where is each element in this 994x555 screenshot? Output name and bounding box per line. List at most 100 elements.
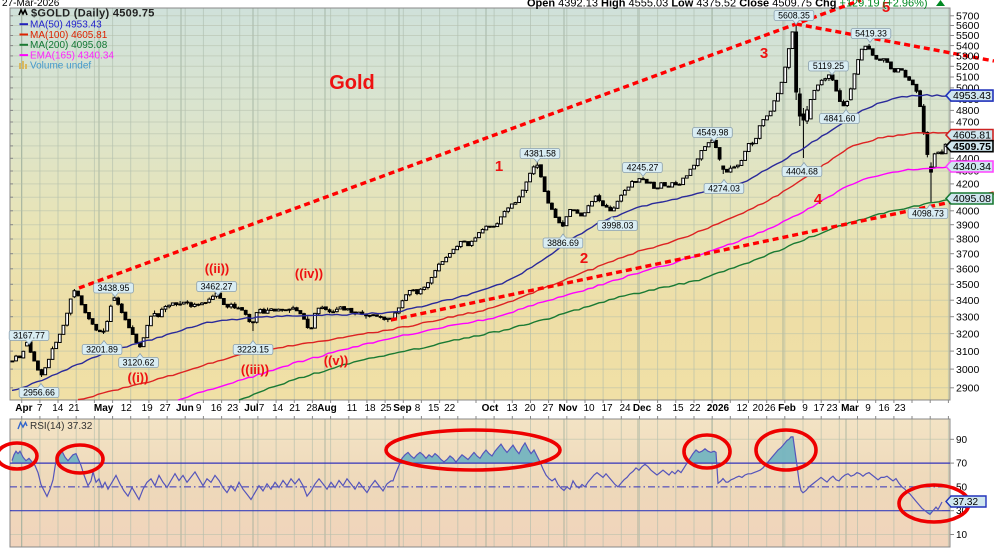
svg-text:22: 22: [689, 403, 701, 414]
svg-text:3000: 3000: [956, 364, 980, 376]
svg-text:Mar: Mar: [841, 403, 859, 414]
svg-text:4200: 4200: [956, 179, 980, 191]
svg-text:Oct: Oct: [482, 403, 499, 414]
svg-text:3998.03: 3998.03: [602, 220, 634, 230]
svg-text:14: 14: [272, 403, 284, 414]
svg-text:5119.25: 5119.25: [813, 61, 844, 71]
svg-text:17: 17: [601, 403, 613, 414]
svg-text:Nov: Nov: [559, 403, 578, 414]
svg-text:16: 16: [878, 403, 890, 414]
svg-text:70: 70: [956, 459, 968, 470]
svg-text:((v)): ((v)): [324, 353, 349, 368]
svg-text:4095.08: 4095.08: [953, 193, 991, 205]
svg-text:3400: 3400: [956, 295, 980, 307]
svg-text:((i)): ((i)): [128, 370, 149, 385]
svg-text:20: 20: [752, 403, 764, 414]
svg-text:3223.15: 3223.15: [237, 344, 269, 354]
svg-text:4381.58: 4381.58: [524, 148, 556, 158]
svg-text:Jul: Jul: [244, 403, 259, 414]
svg-text:23: 23: [227, 403, 239, 414]
svg-text:MA(100) 4605.81: MA(100) 4605.81: [30, 30, 108, 41]
svg-text:20: 20: [524, 403, 536, 414]
svg-text:4098.73: 4098.73: [912, 208, 944, 218]
svg-text:Gold: Gold: [329, 72, 375, 94]
svg-text:27: 27: [160, 403, 172, 414]
svg-text:4509.75: 4509.75: [953, 141, 991, 153]
svg-text:5400: 5400: [956, 40, 980, 52]
svg-text:12: 12: [121, 403, 133, 414]
svg-text:MA(200) 4095.08: MA(200) 4095.08: [30, 40, 108, 51]
svg-text:3438.95: 3438.95: [98, 283, 130, 293]
svg-text:2956.66: 2956.66: [23, 387, 55, 397]
svg-text:37.32: 37.32: [953, 497, 978, 508]
svg-text:5200: 5200: [956, 61, 980, 73]
svg-text:27: 27: [542, 403, 554, 414]
svg-text:12: 12: [736, 403, 748, 414]
svg-text:9: 9: [865, 403, 871, 414]
svg-text:25: 25: [380, 403, 392, 414]
svg-text:4274.03: 4274.03: [708, 183, 740, 193]
svg-text:5419.33: 5419.33: [855, 28, 887, 38]
svg-text:Aug: Aug: [317, 403, 336, 414]
svg-text:3900: 3900: [956, 219, 980, 231]
svg-text:7: 7: [259, 403, 265, 414]
svg-text:50: 50: [956, 482, 968, 493]
svg-text:Open 4392.13 High 4555.03 Low: Open 4392.13 High 4555.03 Low 4375.52 Cl…: [527, 0, 928, 10]
svg-text:Feb: Feb: [778, 403, 796, 414]
svg-text:5: 5: [882, 0, 890, 16]
svg-text:4605.81: 4605.81: [953, 130, 991, 142]
svg-text:3167.77: 3167.77: [13, 330, 45, 340]
svg-text:EMA(165) 4340.34: EMA(165) 4340.34: [30, 50, 114, 61]
svg-text:3700: 3700: [956, 248, 980, 260]
svg-text:10: 10: [583, 403, 595, 414]
svg-text:((iii)): ((iii)): [241, 362, 269, 377]
svg-text:15: 15: [428, 403, 440, 414]
svg-text:3300: 3300: [956, 311, 980, 323]
svg-text:4841.60: 4841.60: [824, 113, 856, 123]
svg-text:3100: 3100: [956, 346, 980, 358]
svg-text:1: 1: [495, 158, 503, 175]
svg-text:5500: 5500: [956, 30, 980, 42]
svg-text:15: 15: [672, 403, 684, 414]
svg-text:RSI(14) 37.32: RSI(14) 37.32: [30, 421, 93, 432]
svg-text:5300: 5300: [956, 51, 980, 63]
svg-text:9: 9: [196, 403, 202, 414]
svg-text:4: 4: [814, 191, 823, 208]
svg-text:28: 28: [306, 403, 318, 414]
svg-text:26: 26: [764, 403, 776, 414]
svg-text:3800: 3800: [956, 234, 980, 246]
svg-text:MA(50) 4953.43: MA(50) 4953.43: [30, 20, 102, 31]
svg-text:4953.43: 4953.43: [953, 90, 991, 102]
svg-text:5700: 5700: [956, 11, 980, 23]
svg-text:13: 13: [506, 403, 518, 414]
svg-text:14: 14: [52, 403, 64, 414]
svg-text:5608.35: 5608.35: [778, 10, 810, 20]
svg-text:4700: 4700: [956, 117, 980, 129]
svg-text:9: 9: [802, 403, 808, 414]
svg-text:22: 22: [444, 403, 456, 414]
svg-text:2: 2: [580, 250, 588, 267]
svg-text:27-Mar-2026: 27-Mar-2026: [2, 0, 60, 9]
svg-text:23: 23: [826, 403, 838, 414]
svg-text:Jun: Jun: [176, 403, 194, 414]
svg-text:19: 19: [142, 403, 154, 414]
svg-text:4340.34: 4340.34: [953, 161, 991, 173]
svg-text:17: 17: [813, 403, 825, 414]
svg-text:2026: 2026: [707, 403, 730, 414]
svg-text:24: 24: [619, 403, 631, 414]
svg-text:4549.98: 4549.98: [697, 127, 729, 137]
svg-text:3: 3: [760, 45, 768, 62]
svg-text:30: 30: [956, 506, 968, 517]
svg-text:$GOLD (Daily) 4509.75: $GOLD (Daily) 4509.75: [31, 8, 155, 20]
svg-text:3500: 3500: [956, 279, 980, 291]
svg-text:5600: 5600: [956, 20, 980, 32]
svg-text:Sep: Sep: [393, 403, 411, 414]
svg-text:11: 11: [347, 403, 358, 414]
svg-text:5100: 5100: [956, 72, 980, 84]
svg-text:21: 21: [289, 403, 301, 414]
svg-text:2900: 2900: [956, 383, 980, 395]
svg-text:4000: 4000: [956, 206, 980, 218]
svg-text:8: 8: [415, 403, 421, 414]
svg-text:3886.69: 3886.69: [547, 238, 579, 248]
svg-text:23: 23: [894, 403, 906, 414]
